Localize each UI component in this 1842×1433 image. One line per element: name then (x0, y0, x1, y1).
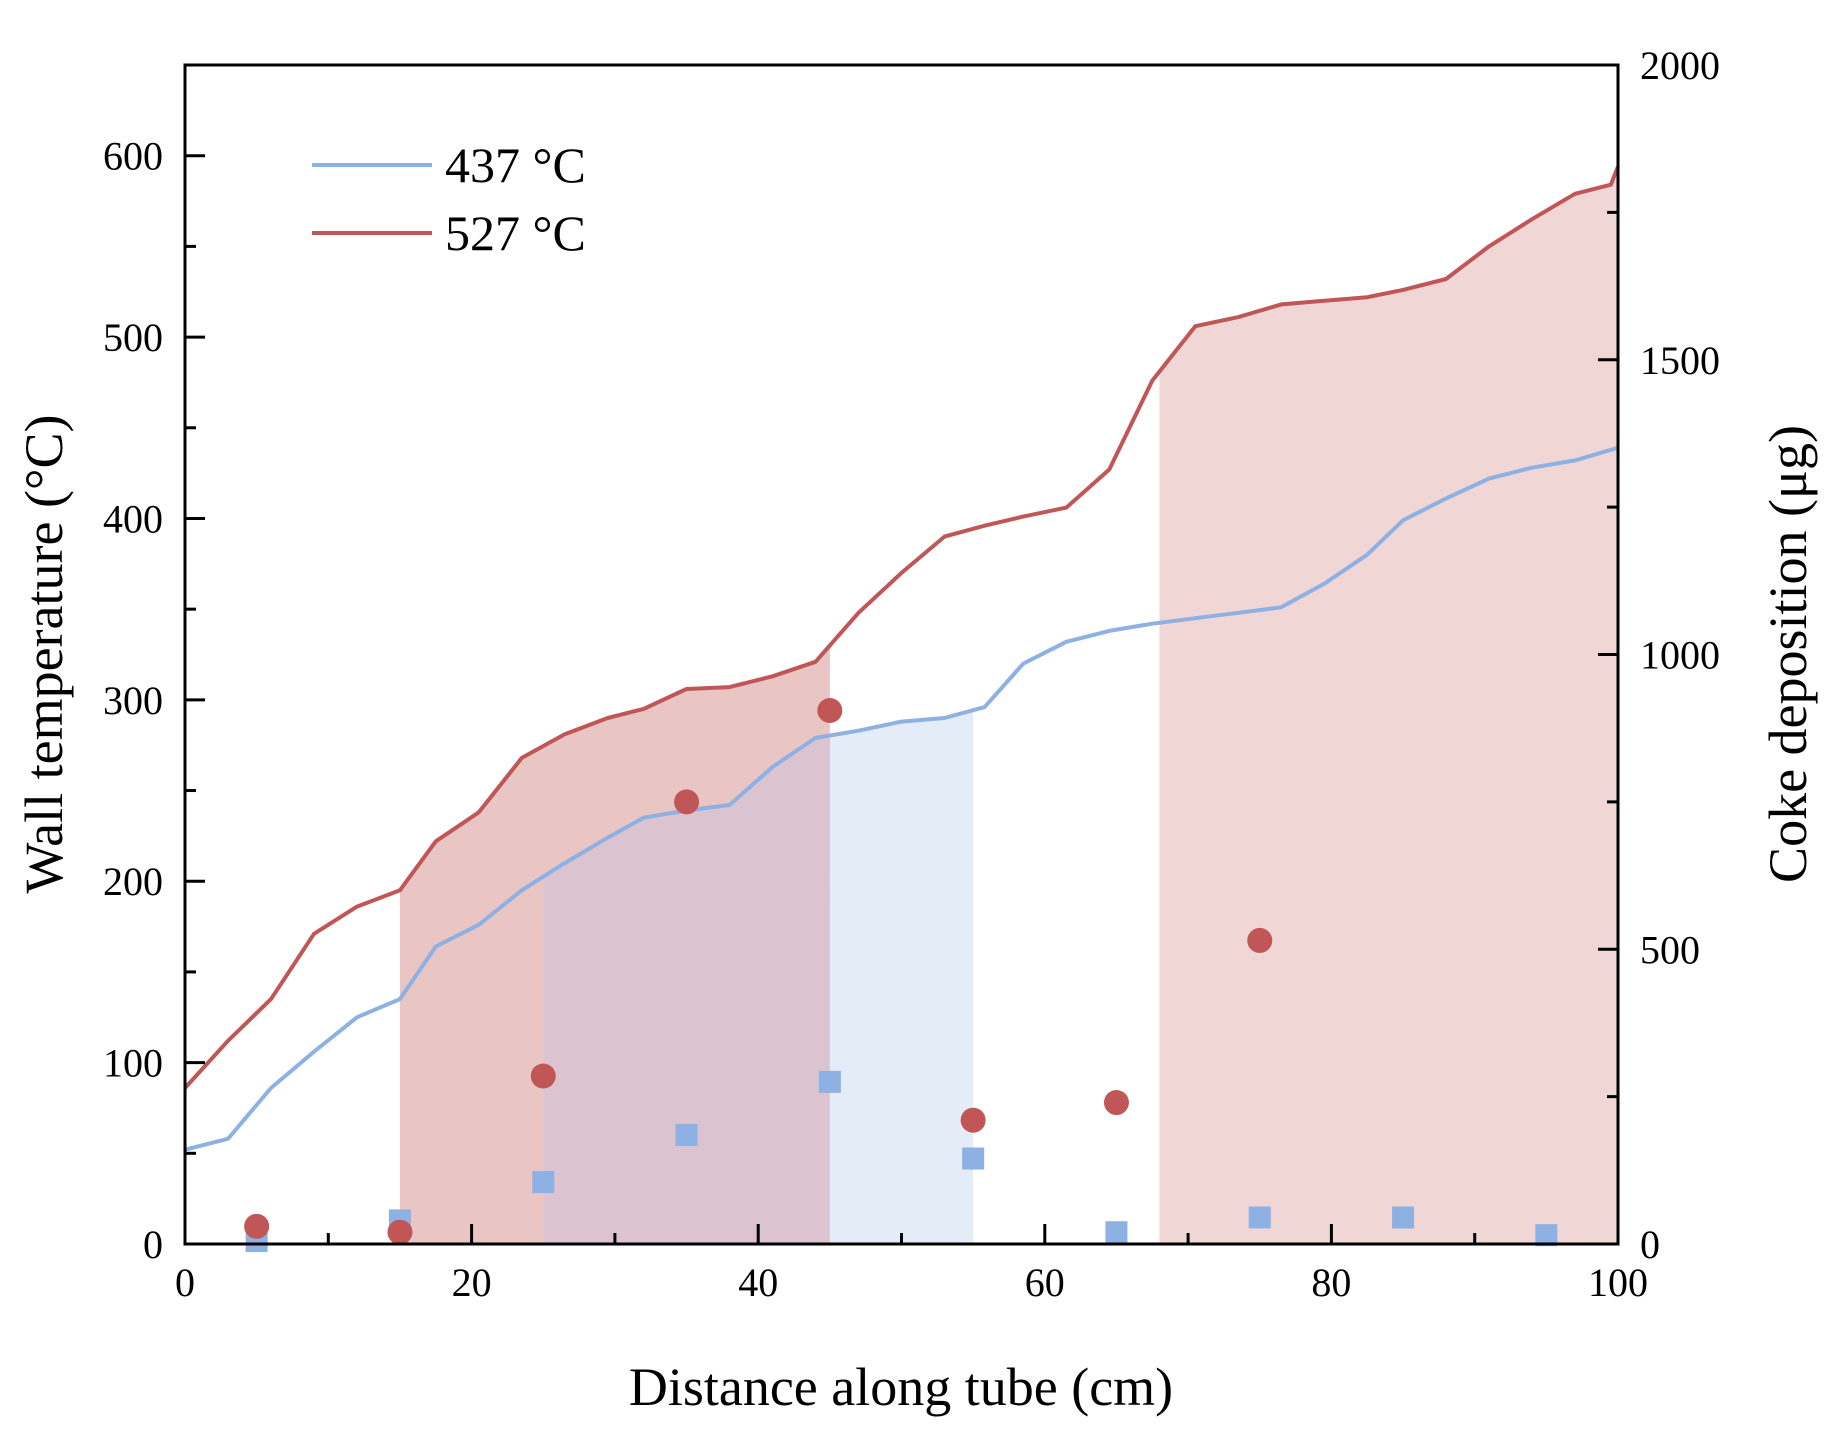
x-tick-label: 40 (738, 1260, 778, 1305)
y-tick-label: 0 (143, 1222, 163, 1267)
coke-437-marker (818, 1070, 841, 1093)
coke-527-marker (1103, 1090, 1129, 1116)
coke-437-marker (675, 1123, 698, 1146)
y-tick-label: 200 (103, 859, 163, 904)
y-tick-label: 300 (103, 678, 163, 723)
x-tick-label: 80 (1311, 1260, 1351, 1305)
x-tick-label: 20 (452, 1260, 492, 1305)
shade-527-68-100 (1159, 166, 1618, 1245)
x-tick-label: 60 (1025, 1260, 1065, 1305)
coke-527-marker (387, 1219, 413, 1245)
coke-527-marker (960, 1107, 986, 1133)
coke-437-marker (1392, 1206, 1415, 1229)
y2-tick-label: 1500 (1640, 338, 1720, 383)
legend-label-437: 437 °C (445, 137, 586, 193)
coke-527-marker (530, 1063, 556, 1089)
y-tick-label: 500 (103, 315, 163, 360)
y-tick-label: 100 (103, 1041, 163, 1086)
shaded-regions (399, 166, 1618, 1245)
x-axis-title: Distance along tube (cm) (629, 1357, 1173, 1417)
y2-axis-title: Coke deposition (μg) (1758, 425, 1818, 883)
shade-overlap-25-45 (543, 735, 830, 1244)
coke-527-marker (674, 789, 700, 815)
coke-527-marker (244, 1213, 270, 1239)
y-axis-title: Wall temperature (°C) (14, 414, 74, 893)
legend: 437 °C 527 °C (312, 137, 586, 261)
line-527 (183, 165, 1620, 1090)
y-tick-label: 600 (103, 134, 163, 179)
y2-tick-label: 500 (1640, 927, 1700, 972)
coke-markers (244, 698, 1558, 1253)
y2-tick-label: 2000 (1640, 43, 1720, 88)
coke-437-marker (1535, 1224, 1558, 1247)
y2-tick-label: 1000 (1640, 633, 1720, 678)
legend-label-527: 527 °C (445, 205, 586, 261)
x-tick-label: 0 (175, 1260, 195, 1305)
y-tick-label: 400 (103, 496, 163, 541)
coke-437-marker (962, 1147, 985, 1170)
coke-437-marker (1105, 1221, 1128, 1244)
series-lines (183, 165, 1620, 1152)
axis-ticks: 0 20 40 60 80 1000100200300400500600050010001… (103, 43, 1720, 1305)
coke-527-marker (817, 698, 843, 724)
coke-437-marker (532, 1171, 555, 1194)
x-tick-label: 100 (1588, 1260, 1648, 1305)
y2-tick-label: 0 (1640, 1222, 1660, 1267)
line-437 (184, 445, 1619, 1152)
coke-437-marker (1248, 1206, 1271, 1229)
coke-527-marker (1247, 927, 1273, 953)
